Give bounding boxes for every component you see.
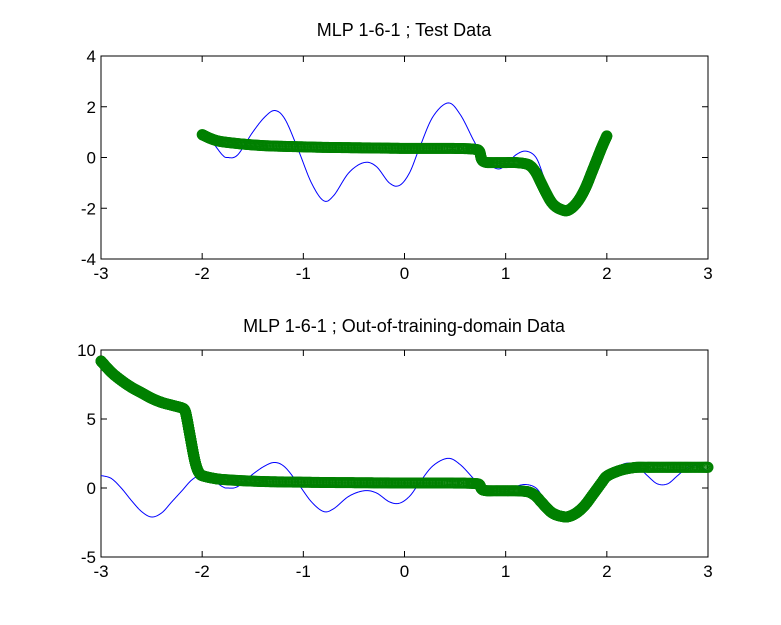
top-series-layer <box>196 102 613 217</box>
top-subplot: MLP 1-6-1 ; Test Data -3 -2 -1 0 1 2 3 -4 -2 0 2 4 <box>81 20 713 283</box>
bottom-series-layer <box>95 355 714 523</box>
top-x-tick-label: 0 <box>400 264 409 283</box>
bottom-y-tick-label: 10 <box>77 341 96 360</box>
top-mlp-markers <box>196 129 613 217</box>
bottom-x-tick-label: -2 <box>195 562 210 581</box>
top-x-tick-label: 3 <box>703 264 712 283</box>
top-x-tick-label: -2 <box>195 264 210 283</box>
top-mlp-point <box>601 130 613 142</box>
bottom-x-tick-label: 3 <box>703 562 712 581</box>
bottom-y-tick-label: 5 <box>87 410 96 429</box>
top-y-tick-label: 4 <box>87 47 96 66</box>
bottom-plot-area <box>100 349 709 558</box>
bottom-mlp-point <box>702 461 714 473</box>
top-x-tick-label: -1 <box>296 264 311 283</box>
top-x-tick-label: -3 <box>93 264 108 283</box>
top-tick-layer: -3 -2 -1 0 1 2 3 -4 -2 0 2 4 <box>81 47 713 283</box>
bottom-chart-title: MLP 1-6-1 ; Out-of-training-domain Data <box>243 316 566 336</box>
top-x-tick-label: 2 <box>602 264 611 283</box>
bottom-y-tick-label: 0 <box>87 479 96 498</box>
top-y-tick-label: -2 <box>81 199 96 218</box>
bottom-tick-layer: -3 -2 -1 0 1 2 3 -5 0 5 10 <box>77 341 713 581</box>
bottom-x-tick-label: -3 <box>93 562 108 581</box>
bottom-y-tick-label: -5 <box>81 548 96 567</box>
top-y-tick-label: -4 <box>81 250 96 269</box>
bottom-x-tick-label: 2 <box>602 562 611 581</box>
top-y-tick-label: 2 <box>87 98 96 117</box>
top-x-tick-label: 1 <box>501 264 510 283</box>
top-plot-area <box>100 55 709 260</box>
top-y-tick-label: 0 <box>87 149 96 168</box>
bottom-x-tick-label: -1 <box>296 562 311 581</box>
bottom-subplot: MLP 1-6-1 ; Out-of-training-domain Data … <box>77 316 714 581</box>
bottom-mlp-markers <box>95 355 714 523</box>
bottom-x-tick-label: 1 <box>501 562 510 581</box>
bottom-x-tick-label: 0 <box>400 562 409 581</box>
top-chart-title: MLP 1-6-1 ; Test Data <box>317 20 492 40</box>
